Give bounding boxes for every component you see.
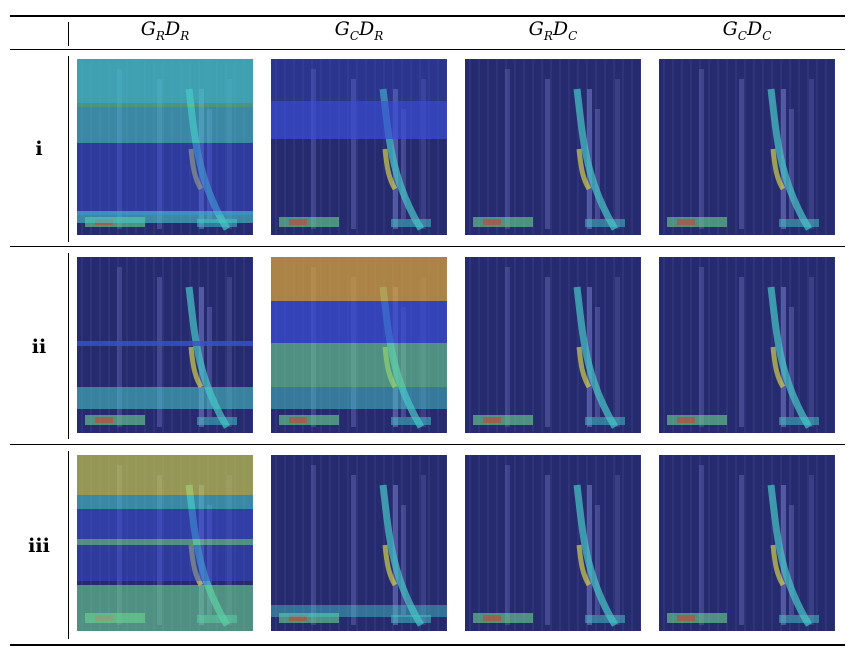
heatmap-ii-gcdc [659, 257, 835, 433]
row-separator-1 [10, 246, 845, 247]
row-label-iii: iii [28, 535, 50, 557]
column-header-gcdc: GCDC [722, 18, 772, 43]
heatmap-iii-gcdr [271, 455, 447, 631]
bottom-rule [10, 644, 845, 646]
heatmap-i-gcdr [271, 59, 447, 235]
heatmap-iii-grdr [77, 455, 253, 631]
row-label-ii: ii [31, 336, 47, 358]
column-header-grdr: GRDR [140, 18, 190, 43]
row-separator-2 [10, 444, 845, 445]
heatmap-iii-gcdc [659, 455, 835, 631]
heatmap-i-gcdc [659, 59, 835, 235]
heatmap-ii-gcdr [271, 257, 447, 433]
row-label-i: i [35, 138, 43, 160]
header-divider [68, 22, 69, 46]
heatmap-i-grdc [465, 59, 641, 235]
row-divider-3 [68, 451, 69, 639]
top-rule [10, 15, 845, 17]
row-divider-2 [68, 253, 69, 439]
heatmap-ii-grdc [465, 257, 641, 433]
heatmap-ii-grdr [77, 257, 253, 433]
row-divider-1 [68, 56, 69, 242]
column-header-grdc: GRDC [528, 18, 578, 43]
column-header-gcdr: GCDR [334, 18, 384, 43]
header-rule [10, 49, 845, 50]
heatmap-i-grdr [77, 59, 253, 235]
heatmap-iii-grdc [465, 455, 641, 631]
